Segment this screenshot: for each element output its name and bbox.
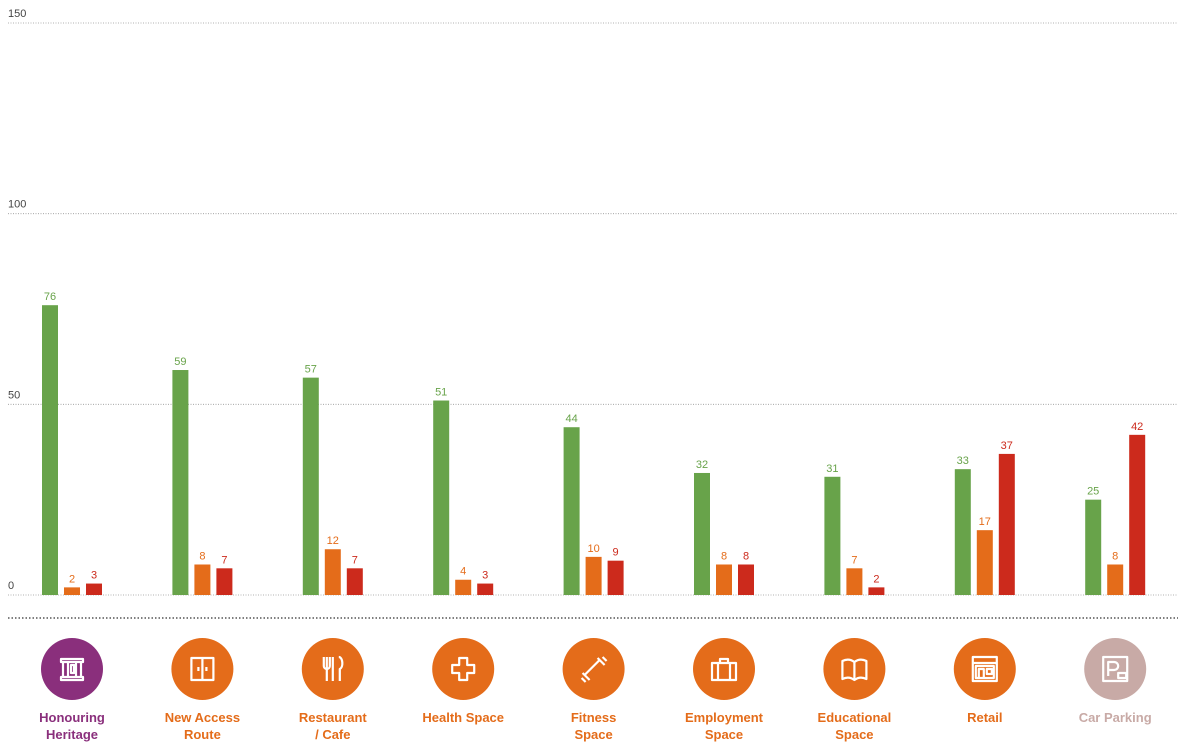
x-tick-label: Employment Space xyxy=(684,710,763,742)
x-tick-label: Car Parking xyxy=(1078,710,1152,725)
category-icon xyxy=(322,655,344,681)
category-icon-bg xyxy=(693,638,755,700)
value-label: 76 xyxy=(44,291,56,303)
bar xyxy=(976,530,993,595)
value-label: 8 xyxy=(199,550,205,562)
bar xyxy=(824,476,841,595)
bar xyxy=(585,556,602,595)
category-icon xyxy=(971,655,998,683)
category-icon xyxy=(1102,655,1129,683)
bar xyxy=(194,564,211,595)
value-label: 2 xyxy=(873,573,879,585)
value-label: 7 xyxy=(851,554,857,566)
value-label: 2 xyxy=(69,573,75,585)
bar xyxy=(86,583,102,595)
bar xyxy=(738,564,754,595)
y-tick-label: 50 xyxy=(8,389,20,401)
category-icon xyxy=(710,657,738,682)
value-label: 57 xyxy=(305,364,317,376)
category-icon xyxy=(841,658,868,682)
bar xyxy=(1107,564,1124,595)
bar xyxy=(172,370,189,595)
category-icon xyxy=(580,656,608,683)
bar xyxy=(1129,434,1146,595)
bar xyxy=(64,587,80,595)
value-label: 3 xyxy=(482,570,488,582)
bar xyxy=(433,400,450,595)
bar xyxy=(563,427,580,595)
bar xyxy=(998,453,1015,595)
bar xyxy=(607,560,624,595)
value-label: 3 xyxy=(91,570,97,582)
value-label: 59 xyxy=(174,356,186,368)
value-label: 8 xyxy=(721,550,727,562)
bar xyxy=(42,305,58,595)
category-icon-bg xyxy=(562,638,625,700)
y-tick-label: 150 xyxy=(8,8,26,20)
value-label: 4 xyxy=(460,566,466,578)
value-label: 44 xyxy=(565,413,577,425)
bar xyxy=(477,583,494,595)
x-tick-label: Retail xyxy=(967,710,1003,725)
bar xyxy=(954,469,971,595)
value-label: 7 xyxy=(221,554,227,566)
value-label: 12 xyxy=(327,535,339,547)
category-icon xyxy=(59,657,85,682)
bar xyxy=(346,568,363,595)
value-label: 7 xyxy=(352,554,358,566)
bar xyxy=(868,587,885,595)
bar xyxy=(455,579,472,595)
value-label: 8 xyxy=(1112,550,1118,562)
y-tick-label: 100 xyxy=(8,199,26,211)
bar xyxy=(846,568,863,595)
x-tick-label: Restaurant / Cafe xyxy=(298,710,367,742)
category-icon xyxy=(451,656,476,682)
x-tick-label: Honouring Heritage xyxy=(39,710,105,742)
value-label: 31 xyxy=(826,463,838,475)
y-tick-label: 0 xyxy=(8,580,14,592)
category-icon-bg xyxy=(432,638,495,700)
bar xyxy=(302,377,319,595)
value-label: 37 xyxy=(1001,440,1013,452)
value-label: 32 xyxy=(696,459,708,471)
x-tick-label: Fitness Space xyxy=(570,710,617,742)
category-icon xyxy=(190,656,215,682)
value-label: 9 xyxy=(613,547,619,559)
bar xyxy=(694,472,710,595)
x-tick-label: Health Space xyxy=(422,710,505,725)
bar xyxy=(216,568,233,595)
x-tick-label: New Access Route xyxy=(164,710,241,742)
bar xyxy=(324,549,341,595)
value-label: 25 xyxy=(1087,486,1099,498)
x-tick-label: Educational Space xyxy=(817,710,892,742)
value-label: 17 xyxy=(979,516,991,528)
value-label: 8 xyxy=(743,550,749,562)
value-label: 42 xyxy=(1131,421,1143,433)
bar xyxy=(716,564,732,595)
value-label: 10 xyxy=(587,543,599,555)
value-label: 33 xyxy=(957,455,969,467)
bar xyxy=(1085,499,1102,595)
value-label: 51 xyxy=(435,387,447,399)
